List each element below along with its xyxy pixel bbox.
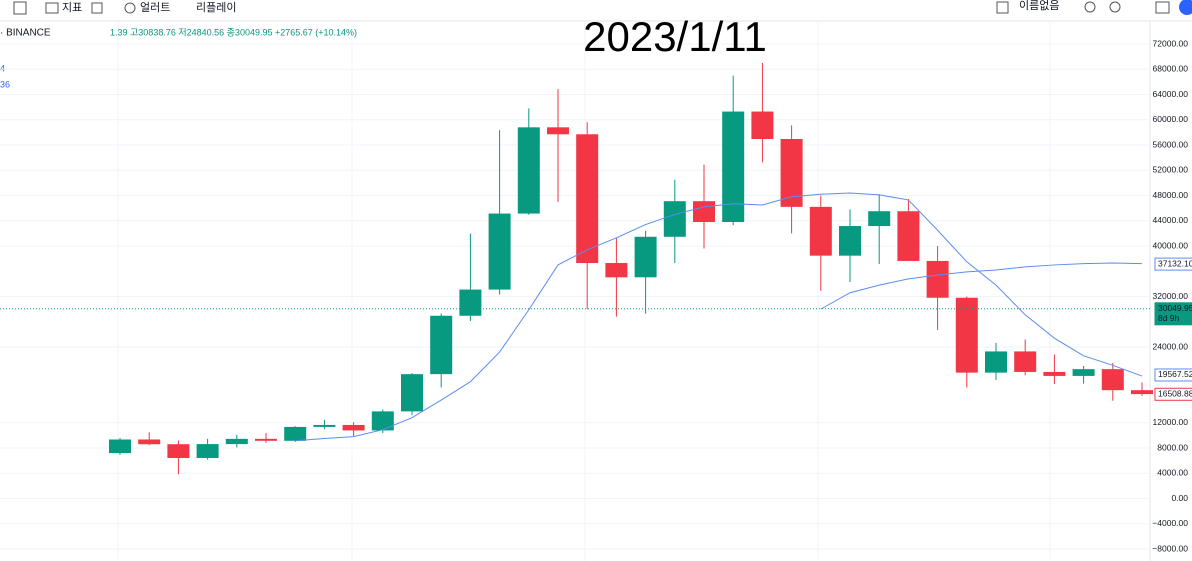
candle-body xyxy=(1014,351,1037,372)
candle-body xyxy=(955,297,978,373)
candle-body xyxy=(167,444,190,458)
candle-body xyxy=(459,289,482,316)
candle-body xyxy=(897,211,920,261)
price-label: 16508.88 xyxy=(1158,389,1192,399)
price-label-box xyxy=(1154,387,1192,401)
candle-body xyxy=(488,213,511,290)
candle-body xyxy=(517,127,540,214)
price-label: 19567.52 xyxy=(1158,369,1192,379)
candle-body xyxy=(1131,390,1153,395)
candle-body xyxy=(1072,369,1095,376)
search-icon[interactable] xyxy=(1084,1,1096,13)
indicator-label: 36 xyxy=(0,79,10,89)
candle-body xyxy=(926,260,949,298)
templates-icon[interactable] xyxy=(91,2,103,14)
y-tick-label: 44000.00 xyxy=(1153,215,1189,225)
candle-body xyxy=(196,444,219,458)
candle-body xyxy=(284,426,307,441)
candle-body xyxy=(255,438,277,441)
y-tick-label: 72000.00 xyxy=(1153,38,1189,48)
symbol: · BINANCE xyxy=(0,28,51,39)
y-tick-label: −4000.00 xyxy=(1152,518,1188,528)
candle-body xyxy=(313,424,336,427)
price-label: 30049.95 xyxy=(1158,303,1192,313)
price-label-box xyxy=(1154,368,1192,382)
moving-average-line xyxy=(295,192,1143,442)
candle-body xyxy=(138,439,161,445)
candle-body xyxy=(371,411,394,431)
y-tick-label: 64000.00 xyxy=(1153,89,1189,99)
candle-body xyxy=(693,201,715,223)
alert-icon[interactable] xyxy=(124,2,136,14)
y-tick-label: 4000.00 xyxy=(1157,468,1188,478)
candle-body xyxy=(1101,369,1124,391)
y-tick-label: 48000.00 xyxy=(1153,190,1189,200)
y-tick-label: 60000.00 xyxy=(1153,114,1189,124)
candle-body xyxy=(634,236,657,278)
candle-body xyxy=(868,211,891,227)
candle-body xyxy=(809,206,832,256)
alert-button[interactable]: 얼러트 xyxy=(140,0,170,14)
candle-body xyxy=(722,111,745,223)
publish-button[interactable] xyxy=(1179,0,1192,15)
y-tick-label: 24000.00 xyxy=(1153,341,1189,351)
price-label-box xyxy=(1154,257,1192,271)
y-tick-label: 12000.00 xyxy=(1153,417,1189,427)
indicator-label: 4 xyxy=(0,63,5,73)
candle-body xyxy=(225,438,248,445)
layout-name[interactable]: 이름없음 xyxy=(1019,0,1059,12)
candle-body xyxy=(663,201,686,237)
y-tick-label: 56000.00 xyxy=(1153,139,1189,149)
bar-style-icon[interactable] xyxy=(13,1,27,15)
countdown: 8d 9h xyxy=(1158,313,1180,323)
vertical-grid xyxy=(117,22,1051,561)
candle-body xyxy=(401,374,423,412)
y-tick-label: 68000.00 xyxy=(1153,64,1189,74)
candle-body xyxy=(605,263,628,278)
indicator-icon[interactable] xyxy=(45,2,59,14)
settings-icon[interactable] xyxy=(1109,1,1121,13)
price-label: 37132.10 xyxy=(1158,258,1192,268)
indicators-button[interactable]: 지표 xyxy=(62,1,82,14)
candle-body xyxy=(985,351,1007,373)
y-tick-label: 0.00 xyxy=(1171,493,1188,503)
layout-icon[interactable] xyxy=(996,1,1009,14)
candle-body xyxy=(839,226,861,256)
camera-icon[interactable] xyxy=(1155,1,1170,14)
candle-body xyxy=(1043,371,1066,376)
replay-button[interactable]: 리플레이 xyxy=(196,1,236,14)
y-tick-label: 32000.00 xyxy=(1153,291,1189,301)
chart-title: 2023/1/11 xyxy=(583,13,767,60)
y-tick-label: 52000.00 xyxy=(1153,165,1189,175)
candle-body xyxy=(576,134,599,264)
candle-body xyxy=(430,315,453,375)
candle-body xyxy=(547,127,569,135)
y-tick-label: −8000.00 xyxy=(1152,543,1188,553)
candle-body xyxy=(751,111,774,140)
ohlc-values: 1.39 고30838.76 저24840.56 종30049.95 +2765… xyxy=(110,27,357,37)
y-tick-label: 8000.00 xyxy=(1157,442,1188,452)
candle-body xyxy=(342,424,365,431)
candle-body xyxy=(780,139,803,207)
moving-average-line xyxy=(820,262,1143,310)
price-label-box xyxy=(1154,302,1192,326)
candle-body xyxy=(109,439,131,454)
y-tick-label: 40000.00 xyxy=(1153,240,1189,250)
